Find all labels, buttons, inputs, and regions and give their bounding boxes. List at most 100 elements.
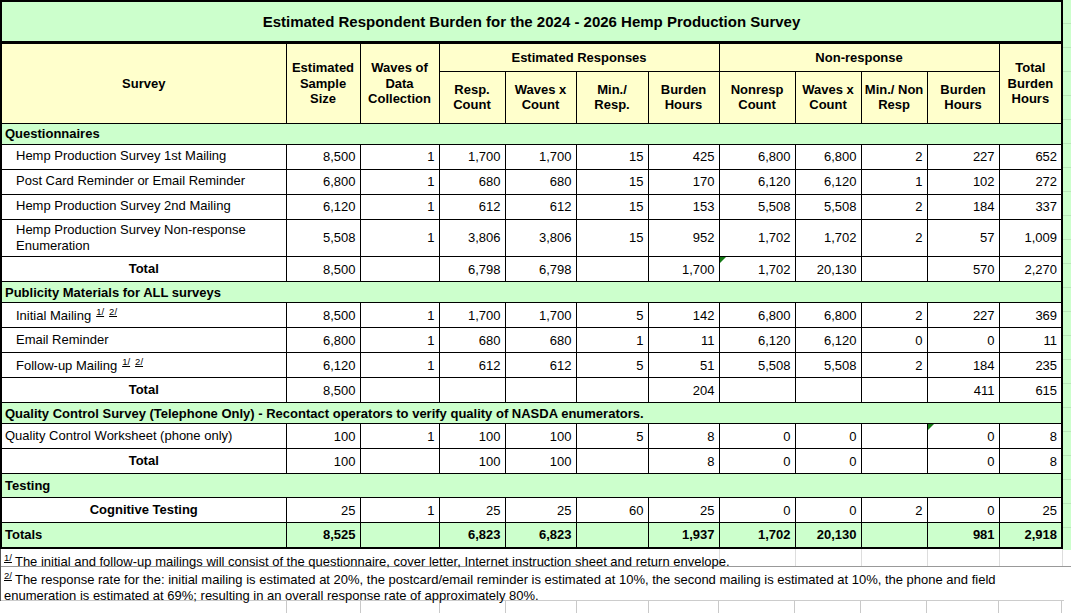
row-label[interactable]: Total — [1, 449, 286, 474]
value-cell[interactable] — [505, 378, 576, 403]
col-header-min-resp[interactable]: Min./ Resp. — [576, 71, 648, 123]
col-group-nonresponse[interactable]: Non-response — [719, 43, 999, 71]
section-label[interactable]: Questionnaires — [1, 123, 1062, 144]
value-cell[interactable]: 612 — [439, 353, 505, 378]
value-cell[interactable]: 6,120 — [286, 353, 360, 378]
value-cell[interactable]: 1,700 — [648, 257, 719, 282]
value-cell[interactable]: 25 — [505, 498, 576, 523]
value-cell[interactable]: 3,806 — [439, 219, 505, 257]
value-cell[interactable]: 5 — [576, 353, 648, 378]
value-cell[interactable]: 6,800 — [795, 303, 861, 328]
value-cell[interactable]: 5,508 — [719, 353, 795, 378]
value-cell[interactable]: 652 — [999, 144, 1062, 169]
col-header-total-burden[interactable]: Total Burden Hours — [999, 43, 1062, 123]
value-cell[interactable]: 612 — [505, 194, 576, 219]
value-cell[interactable]: 15 — [576, 194, 648, 219]
value-cell[interactable]: 1,700 — [505, 303, 576, 328]
col-header-waves-x-count[interactable]: Waves x Count — [505, 71, 576, 123]
value-cell[interactable]: 1 — [360, 219, 439, 257]
value-cell[interactable]: 1,702 — [719, 257, 795, 282]
value-cell[interactable]: 153 — [648, 194, 719, 219]
value-cell[interactable]: 0 — [795, 498, 861, 523]
value-cell[interactable]: 5,508 — [286, 219, 360, 257]
value-cell[interactable] — [360, 378, 439, 403]
value-cell[interactable]: 425 — [648, 144, 719, 169]
value-cell[interactable]: 8,500 — [286, 144, 360, 169]
value-cell[interactable]: 615 — [999, 378, 1062, 403]
value-cell[interactable]: 2,918 — [999, 523, 1062, 548]
value-cell[interactable]: 1 — [360, 424, 439, 449]
value-cell[interactable] — [795, 378, 861, 403]
row-label[interactable]: Hemp Production Survey 1st Mailing — [1, 144, 286, 169]
value-cell[interactable]: 5 — [576, 303, 648, 328]
row-label[interactable]: Quality Control Worksheet (phone only) — [1, 424, 286, 449]
value-cell[interactable]: 6,800 — [286, 169, 360, 194]
row-label[interactable]: Totals — [1, 523, 286, 548]
value-cell[interactable]: 235 — [999, 353, 1062, 378]
value-cell[interactable] — [861, 424, 927, 449]
value-cell[interactable] — [719, 378, 795, 403]
value-cell[interactable]: 5,508 — [719, 194, 795, 219]
value-cell[interactable] — [861, 523, 927, 548]
value-cell[interactable]: 1 — [360, 144, 439, 169]
value-cell[interactable]: 6,120 — [795, 328, 861, 353]
value-cell[interactable]: 6,120 — [719, 169, 795, 194]
value-cell[interactable]: 612 — [439, 194, 505, 219]
value-cell[interactable]: 2 — [861, 353, 927, 378]
value-cell[interactable] — [576, 257, 648, 282]
value-cell[interactable]: 1,700 — [439, 144, 505, 169]
value-cell[interactable]: 6,823 — [439, 523, 505, 548]
row-label[interactable]: Initial Mailing1/2/ — [1, 303, 286, 328]
value-cell[interactable]: 6,120 — [719, 328, 795, 353]
col-header-min-nonresp[interactable]: Min./ Non Resp — [861, 71, 927, 123]
value-cell[interactable]: 1,700 — [505, 144, 576, 169]
value-cell[interactable]: 6,800 — [719, 303, 795, 328]
col-header-survey[interactable]: Survey — [1, 43, 286, 123]
value-cell[interactable]: 227 — [927, 303, 999, 328]
value-cell[interactable]: 570 — [927, 257, 999, 282]
value-cell[interactable]: 1,937 — [648, 523, 719, 548]
value-cell[interactable]: 60 — [576, 498, 648, 523]
value-cell[interactable]: 5 — [576, 424, 648, 449]
value-cell[interactable]: 1 — [360, 194, 439, 219]
value-cell[interactable]: 337 — [999, 194, 1062, 219]
col-header-nonresp-waves-x-count[interactable]: Waves x Count — [795, 71, 861, 123]
value-cell[interactable] — [360, 257, 439, 282]
value-cell[interactable]: 8 — [999, 449, 1062, 474]
value-cell[interactable]: 272 — [999, 169, 1062, 194]
value-cell[interactable]: 25 — [439, 498, 505, 523]
value-cell[interactable]: 1,702 — [719, 523, 795, 548]
value-cell[interactable]: 0 — [927, 424, 999, 449]
value-cell[interactable]: 981 — [927, 523, 999, 548]
value-cell[interactable]: 184 — [927, 194, 999, 219]
value-cell[interactable]: 0 — [927, 449, 999, 474]
value-cell[interactable] — [861, 257, 927, 282]
value-cell[interactable]: 6,798 — [505, 257, 576, 282]
col-header-nonresp-count[interactable]: Nonresp Count — [719, 71, 795, 123]
value-cell[interactable] — [439, 378, 505, 403]
row-label[interactable]: Hemp Production Survey 2nd Mailing — [1, 194, 286, 219]
value-cell[interactable]: 680 — [439, 328, 505, 353]
value-cell[interactable]: 6,800 — [795, 144, 861, 169]
value-cell[interactable]: 11 — [999, 328, 1062, 353]
value-cell[interactable]: 1,700 — [439, 303, 505, 328]
value-cell[interactable]: 20,130 — [795, 257, 861, 282]
col-header-resp-count[interactable]: Resp. Count — [439, 71, 505, 123]
value-cell[interactable]: 3,806 — [505, 219, 576, 257]
value-cell[interactable]: 680 — [505, 328, 576, 353]
value-cell[interactable]: 5,508 — [795, 353, 861, 378]
value-cell[interactable]: 100 — [286, 449, 360, 474]
value-cell[interactable]: 0 — [795, 449, 861, 474]
value-cell[interactable]: 0 — [927, 498, 999, 523]
value-cell[interactable]: 612 — [505, 353, 576, 378]
value-cell[interactable]: 0 — [719, 449, 795, 474]
value-cell[interactable]: 15 — [576, 169, 648, 194]
section-label[interactable]: Testing — [1, 474, 1062, 498]
value-cell[interactable]: 1 — [360, 498, 439, 523]
value-cell[interactable]: 6,800 — [719, 144, 795, 169]
value-cell[interactable]: 100 — [439, 424, 505, 449]
value-cell[interactable]: 1 — [360, 169, 439, 194]
value-cell[interactable]: 8,500 — [286, 378, 360, 403]
value-cell[interactable]: 1 — [360, 353, 439, 378]
page-title[interactable]: Estimated Respondent Burden for the 2024… — [0, 0, 1063, 42]
